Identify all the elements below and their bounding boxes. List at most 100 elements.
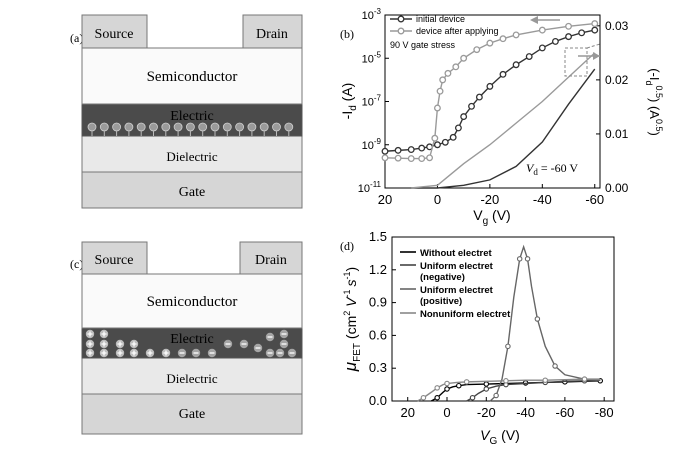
data-point: [420, 394, 427, 401]
data-point: [486, 82, 494, 90]
x-tick-label: 0: [443, 405, 450, 420]
data-point: [468, 102, 475, 110]
right-arrow-head: [593, 52, 600, 60]
data-point: [473, 46, 481, 54]
legend-extra: 90 V gate stress: [390, 40, 456, 50]
plot-d-xlabel: VG (V): [480, 427, 520, 447]
legend-label: Without electret: [420, 248, 493, 259]
plot-b-legend: initial device device after applying 90 V …: [390, 14, 499, 50]
data-point: [434, 394, 440, 401]
data-point: [565, 33, 572, 41]
x-tick-label: -20: [477, 405, 496, 420]
data-point: [534, 316, 541, 322]
y-tick-label-left: 10-3: [362, 7, 382, 22]
data-point: [525, 53, 533, 60]
legend-label: Uniform electret: [420, 285, 494, 296]
plus-sign: [101, 331, 107, 337]
data-point: [418, 155, 426, 163]
charge-dot: [198, 122, 208, 132]
data-point: [483, 386, 490, 392]
data-point: [436, 87, 444, 95]
dielectric-layer: [81, 135, 303, 173]
data-point: [433, 141, 441, 149]
panel-d: (d) 20 0 -20 -40 -60 -80 0.0 0.3 0.6 0.9 1.2 1.5 Wi…: [340, 229, 615, 447]
dielectric-label: Dielectric: [166, 149, 217, 164]
x-tick-label: 20: [400, 405, 414, 420]
charge-dot: [235, 122, 245, 132]
data-point: [439, 76, 447, 84]
plus-sign: [117, 341, 123, 347]
left-arrow-head: [530, 16, 538, 24]
charge-dot: [87, 122, 97, 132]
plot-b-ylabel-left: -Id (A): [339, 83, 359, 120]
data-point: [407, 155, 415, 163]
plot-b-annotation: Vd = -60 V: [526, 161, 578, 177]
data-point: [565, 22, 572, 30]
plus-sign: [87, 331, 93, 337]
legend-label: (negative): [420, 272, 465, 283]
plot-b-ylabel-right: (-Id0.5) (A0.5): [644, 68, 664, 136]
plot-b-ticks: 20 0 -20 -40 -60 10-3 10-5 10-7 10-9 10-11 0.00 0.0…: [358, 7, 629, 207]
data-point: [499, 70, 507, 78]
data-point: [551, 37, 559, 45]
dielectric-label: Dielectric: [166, 371, 217, 386]
y-tick-label-left: 10-5: [362, 50, 382, 65]
panel-c-label: (c): [70, 257, 83, 271]
charge-dot: [149, 122, 158, 132]
panel-c: (c) Gate Dielectric Electric Semiconduct…: [70, 241, 303, 435]
plus-sign: [131, 341, 137, 347]
data-point: [512, 61, 520, 69]
data-point: [460, 54, 468, 62]
legend-label: initial device: [416, 14, 465, 24]
data-point: [483, 381, 490, 387]
x-tick-label: -60: [555, 405, 574, 420]
data-point: [524, 256, 531, 262]
charge-dot: [112, 122, 121, 132]
data-point: [454, 124, 462, 132]
plot-d-ylabel: μFET (cm2 V-1s-1): [341, 267, 363, 372]
y-tick-label-right: 0.00: [605, 181, 629, 195]
plot-d-frame: [391, 236, 615, 402]
plus-sign: [131, 350, 137, 356]
x-tick-label: 20: [378, 192, 392, 207]
y-tick-label-right: 0.02: [605, 73, 629, 87]
panel-b: (b) 20 0 -20 -40 -60 10-3 10-5 10-7 10-9 10-11 0.0…: [339, 7, 664, 227]
data-point: [381, 147, 389, 155]
data-point: [486, 39, 494, 47]
series-line-right: [411, 68, 596, 189]
data-point: [516, 256, 523, 262]
legend-label: (positive): [420, 296, 462, 307]
plus-sign: [101, 350, 107, 356]
data-point: [542, 377, 548, 383]
data-point: [499, 35, 507, 43]
gate-layer: [81, 171, 303, 209]
dielectric-layer: [81, 357, 303, 395]
legend-marker: [397, 27, 405, 35]
data-point: [418, 144, 426, 152]
panel-a-label: (a): [70, 31, 83, 45]
data-point: [512, 31, 520, 39]
gate-layer: [81, 393, 303, 435]
data-point: [444, 69, 452, 77]
charge-dot: [272, 122, 281, 132]
charge-dot: [222, 122, 232, 132]
semiconductor-layer: [81, 273, 303, 329]
data-point: [456, 382, 462, 389]
data-point: [431, 134, 439, 142]
charge-dot: [124, 122, 134, 132]
plot-b-xlabel: Vg (V): [473, 207, 510, 227]
plus-sign: [101, 341, 107, 347]
data-point: [538, 26, 546, 34]
data-point: [434, 385, 440, 391]
plot-d-series: [417, 244, 603, 402]
data-point: [581, 376, 588, 382]
charge-dot: [173, 122, 183, 132]
data-point: [493, 392, 499, 399]
drain-label: Drain: [256, 27, 288, 42]
zoom-box: [564, 47, 588, 77]
data-point: [463, 379, 470, 385]
charge-dot: [284, 122, 294, 132]
y-tick-label-right: 0.03: [605, 19, 629, 33]
data-point: [505, 343, 511, 350]
data-point: [449, 133, 457, 141]
